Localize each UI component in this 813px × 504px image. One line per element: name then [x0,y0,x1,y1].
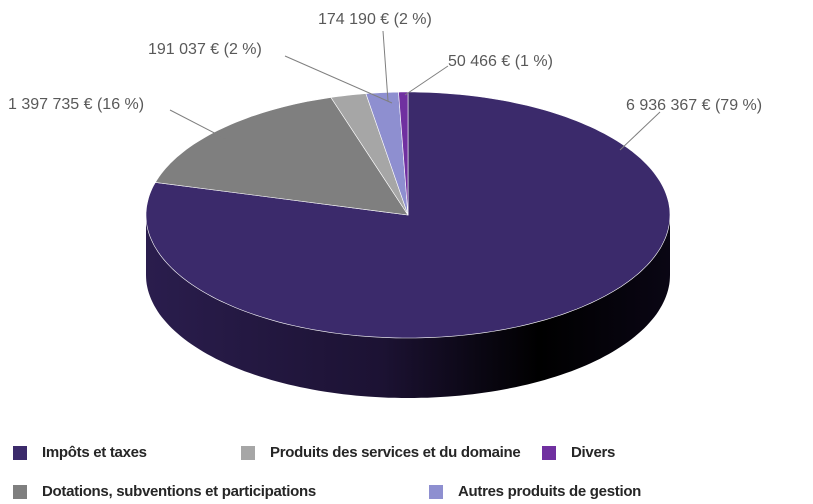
pie-slice [154,97,409,216]
leader-line [284,55,393,104]
data-label: 1 397 735 € (16 %) [8,96,144,113]
data-label: 6 936 367 € (79 %) [626,97,762,114]
pie-side [146,215,670,398]
legend-swatch [13,485,27,499]
pie-sides [146,215,670,398]
legend-swatch [13,446,27,460]
legend-label: Autres produits de gestion [458,483,641,500]
pie-slice [365,91,409,216]
legend-swatch [542,446,556,460]
legend-label: Produits des services et du domaine [270,444,520,461]
data-label: 174 190 € (2 %) [318,11,432,28]
legend-swatch [429,485,443,499]
legend-swatch [241,446,255,460]
pie-slice [398,91,409,216]
data-label: 50 466 € (1 %) [448,53,553,70]
leader-line [169,109,229,141]
leader-line [404,65,449,96]
legend-label: Impôts et taxes [42,444,147,461]
legend-label: Divers [571,444,615,461]
legend: Impôts et taxes Dotations, subventions et… [13,444,641,500]
pie-tops [145,91,671,339]
pie-slice [330,93,409,216]
leader-line [382,30,389,102]
data-label: 191 037 € (2 %) [148,41,262,58]
leader-line [619,111,661,151]
legend-label: Dotations, subventions et participations [42,483,316,500]
labels: 6 936 367 € (79 %) 1 397 735 € (16 %) 191 … [8,11,762,151]
